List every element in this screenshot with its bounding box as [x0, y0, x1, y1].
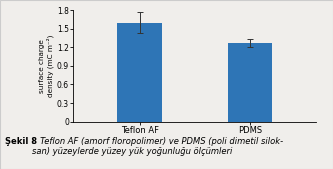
Bar: [228, 43, 272, 122]
Bar: [118, 22, 162, 122]
Y-axis label: surface charge
density (mC m⁻²): surface charge density (mC m⁻²): [39, 35, 54, 97]
Text: Şekil 8: Şekil 8: [5, 137, 37, 146]
Text: :  Teflon AF (amorf floropolimer) ve PDMS (poli dimetil silok-
san) yüzeylerde y: : Teflon AF (amorf floropolimer) ve PDMS…: [32, 137, 283, 156]
